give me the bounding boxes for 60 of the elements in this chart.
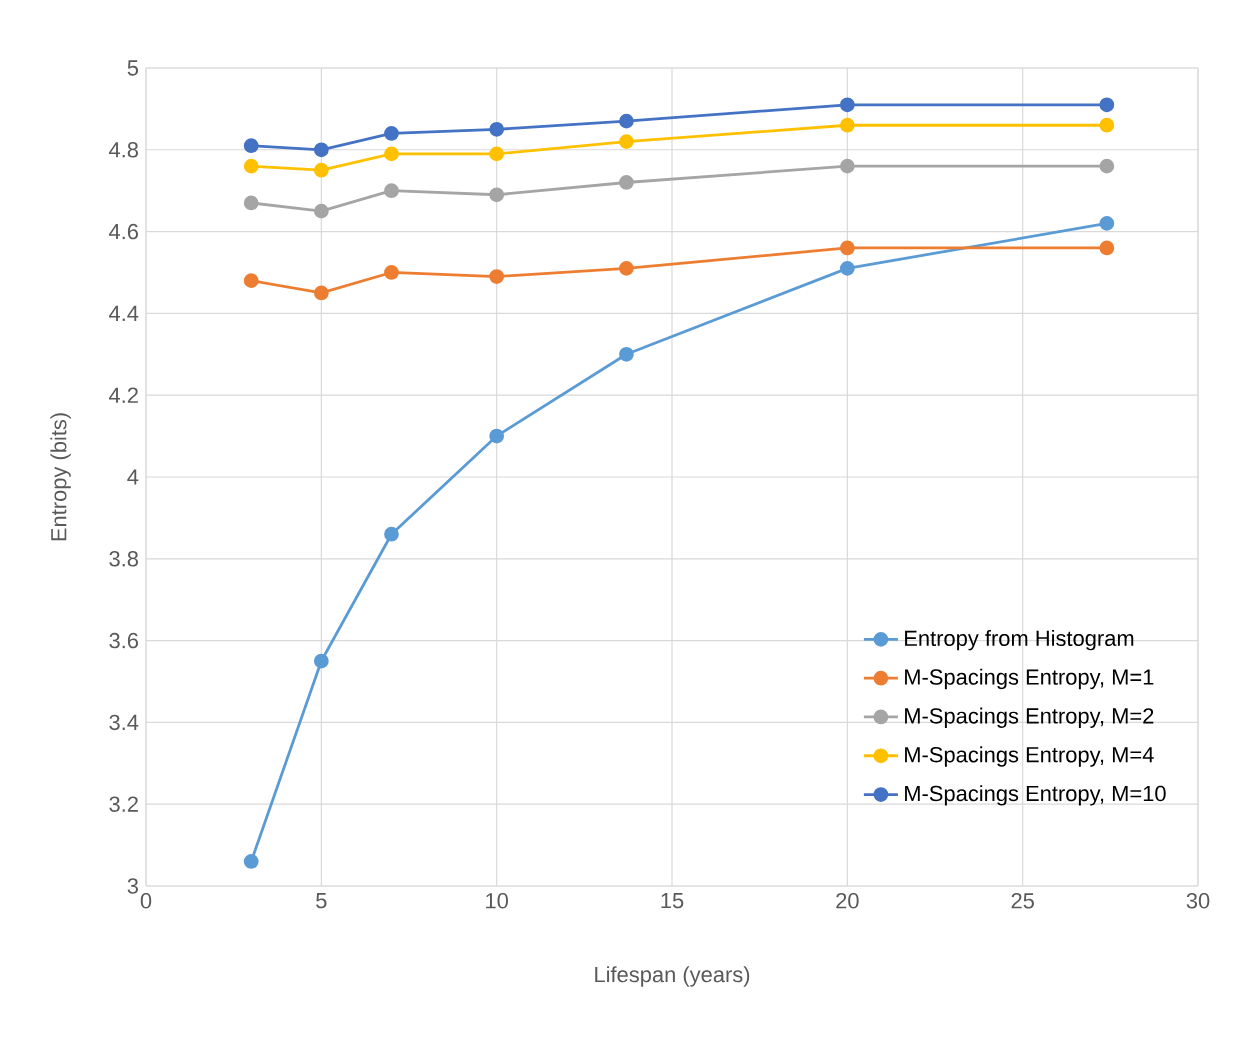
point: [839, 240, 855, 256]
point: [313, 162, 329, 178]
point: [243, 854, 259, 869]
point: [384, 126, 399, 141]
y-tick-label: 3.8: [109, 551, 138, 567]
point: [313, 653, 329, 669]
point: [489, 146, 505, 162]
x-tick-label: 25: [1011, 893, 1034, 909]
y-tick-label: 4.2: [109, 387, 138, 403]
legend-label: M-Spacings Entropy, M=2: [905, 707, 1154, 728]
point: [619, 113, 634, 129]
x-tick-label: 15: [661, 893, 684, 909]
point: [489, 121, 505, 137]
point: [489, 269, 505, 284]
point: [384, 265, 399, 280]
x-tick-label: 0: [140, 893, 152, 909]
point: [1099, 240, 1115, 256]
point: [839, 97, 855, 113]
x-tick-label: 30: [1186, 893, 1210, 909]
point: [384, 146, 399, 162]
point: [619, 175, 634, 190]
point: [619, 134, 634, 149]
y-tick-label: 3.6: [109, 632, 138, 649]
legend-label: M-Spacings Entropy, M=10: [905, 785, 1166, 806]
point: [313, 203, 329, 219]
y-tick-label: 4: [127, 469, 139, 485]
y-tick-label: 4.6: [109, 223, 138, 240]
x-tick-label: 20: [836, 893, 859, 909]
point: [384, 183, 399, 199]
point: [1099, 216, 1115, 231]
point: [1099, 117, 1115, 133]
point: [243, 138, 259, 154]
point: [1099, 158, 1115, 174]
point: [384, 526, 399, 542]
y-axis-title: Entropy (bits): [50, 413, 71, 541]
point: [1099, 97, 1115, 113]
point: [243, 195, 259, 211]
x-axis-title: Lifespan (years): [595, 966, 750, 987]
point: [619, 261, 634, 276]
y-tick-label: 3: [127, 878, 138, 894]
legend-label: M-Spacings Entropy, M=1: [905, 668, 1154, 690]
y-tick-label: 3.2: [109, 796, 138, 812]
point: [839, 158, 855, 174]
legend-label: Entropy from Histogram: [905, 629, 1134, 651]
point: [313, 142, 329, 158]
point: [839, 117, 855, 133]
y-tick-label: 4.8: [109, 142, 138, 158]
legend-label: M-Spacings Entropy, M=4: [905, 746, 1154, 767]
point: [839, 261, 855, 276]
point: [619, 346, 634, 362]
point: [243, 273, 259, 289]
x-tick-label: 5: [316, 893, 327, 909]
point: [489, 187, 505, 203]
point: [489, 428, 505, 444]
y-tick-label: 3.4: [109, 714, 139, 731]
y-tick-label: 5: [127, 60, 139, 76]
x-tick-label: 10: [486, 893, 508, 909]
point: [243, 158, 259, 174]
y-tick-label: 4.4: [109, 305, 139, 321]
point: [313, 285, 329, 301]
